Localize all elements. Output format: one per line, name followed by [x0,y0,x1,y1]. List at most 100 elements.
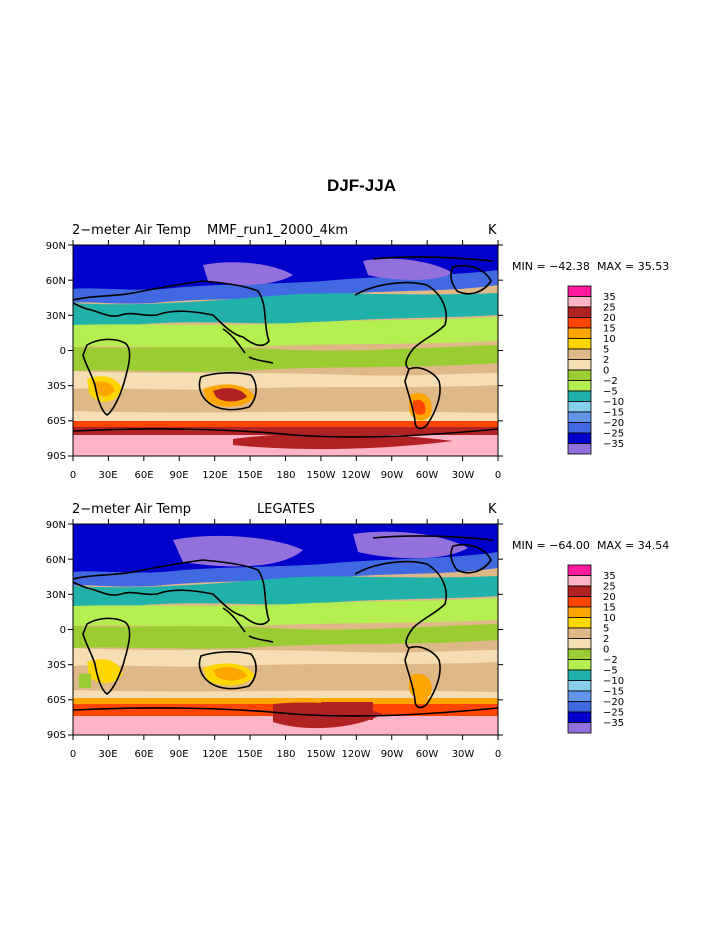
x-tick-label: 30W [452,470,475,481]
y-tick-label: 30N [46,311,66,322]
y-tick-label: 90N [46,520,66,531]
legend-label: −2 [603,655,618,666]
y-tick-label: 90S [47,730,66,741]
panel-left-title: 2−meter Air Temp [72,223,191,238]
contour-band [233,433,453,450]
x-tick-label: 0 [495,749,501,760]
legend-label: −35 [603,718,624,729]
contour-band [203,262,293,285]
x-tick-label: 90W [381,470,404,481]
y-axis: 90N 60N 30N 0 30S 60S 90S [46,241,66,462]
contour-band [73,576,498,607]
legend-label: −20 [603,697,624,708]
legend-swatch [567,680,592,692]
x-tick-label: 60E [134,470,153,481]
contour-band [93,381,115,397]
legend-swatch [567,306,592,318]
legend-label: −25 [603,708,624,719]
contour-band [353,531,468,559]
legend-swatch [567,638,592,650]
y-tick-label: 0 [60,346,66,357]
x-tick-label: 90W [381,749,404,760]
y-tick-label: 60N [46,555,66,566]
x-tick-label: 30E [98,749,117,760]
legend-label: 20 [603,592,616,603]
legend-swatch [567,606,592,618]
x-axis: 0 30E 60E 90E 120E 150E 180 150W 120W 90… [70,749,501,760]
legend-label: −25 [603,429,624,440]
contour-band [213,388,247,402]
legend-swatch [567,380,592,392]
legend-swatch [567,401,592,413]
legend-label: −5 [603,387,618,398]
map-panel-observed: 2−meter Air Temp LEGATES K MIN = −64.00 … [0,497,723,760]
coastlines [72,256,499,438]
legend-label: −15 [603,408,624,419]
contour-band [413,399,426,415]
legend-label: 5 [603,345,609,356]
legend-swatch [567,411,592,423]
panel-units: K [488,502,497,517]
x-tick-label: 120E [202,749,227,760]
y-axis: 90N 60N 30N 0 30S 60S 90S [46,520,66,741]
legend-swatch [567,648,592,660]
tick-marks [68,240,503,461]
x-tick-label: 60W [416,749,439,760]
x-tick-label: 90E [169,749,188,760]
panel-center-title: LEGATES [257,502,315,517]
y-tick-label: 30S [47,381,66,392]
x-tick-label: 0 [70,749,76,760]
legend-label: 35 [603,571,616,582]
legend-swatch [567,575,592,587]
tick-marks [68,519,503,740]
y-tick-label: 0 [60,625,66,636]
y-tick-label: 60S [47,416,66,427]
min-label: MIN = −64.00 [512,539,590,552]
legend-swatch [567,422,592,434]
x-tick-label: 180 [276,749,295,760]
map-figure-observed: 2−meter Air Temp LEGATES K MIN = −64.00 … [46,502,669,760]
legend-label: 25 [603,582,616,593]
legend-label: −15 [603,687,624,698]
map-figure-model: 2−meter Air Temp MMF_run1_2000_4km K MIN… [46,223,669,481]
x-tick-label: 120W [342,470,371,481]
legend-swatch [567,390,592,402]
y-tick-label: 60N [46,276,66,287]
map-area [72,244,499,457]
legend-swatch [567,369,592,381]
legend-swatch [567,585,592,597]
x-tick-label: 0 [70,470,76,481]
legend-swatch [567,722,592,734]
x-tick-label: 150E [237,749,262,760]
legend-label: 2 [603,634,609,645]
legend-label: 0 [603,366,609,377]
legend-label: −5 [603,666,618,677]
contour-band [321,702,373,720]
legend-swatch [567,348,592,360]
map-panel-model: 2−meter Air Temp MMF_run1_2000_4km K MIN… [0,218,723,481]
legend-swatch [567,296,592,308]
legend-swatch [567,711,592,723]
legend-label: 10 [603,613,616,624]
main-title: DJF-JJA [327,176,396,195]
max-label: MAX = 35.53 [597,260,669,273]
legend-swatch [567,596,592,608]
legend-swatch [567,317,592,329]
legend-label: 2 [603,355,609,366]
legend-label: 15 [603,603,616,614]
contour-band [363,258,453,280]
contour-band [73,624,498,649]
legend-label: −10 [603,676,624,687]
legend-swatch [567,627,592,639]
legend-swatch [567,285,592,297]
x-tick-label: 180 [276,470,295,481]
x-tick-label: 60W [416,470,439,481]
legend-label: −35 [603,439,624,450]
legend-swatch [567,669,592,681]
legend-label: −2 [603,376,618,387]
legend-label: 10 [603,334,616,345]
x-tick-label: 90E [169,470,188,481]
contour-band [73,371,498,390]
